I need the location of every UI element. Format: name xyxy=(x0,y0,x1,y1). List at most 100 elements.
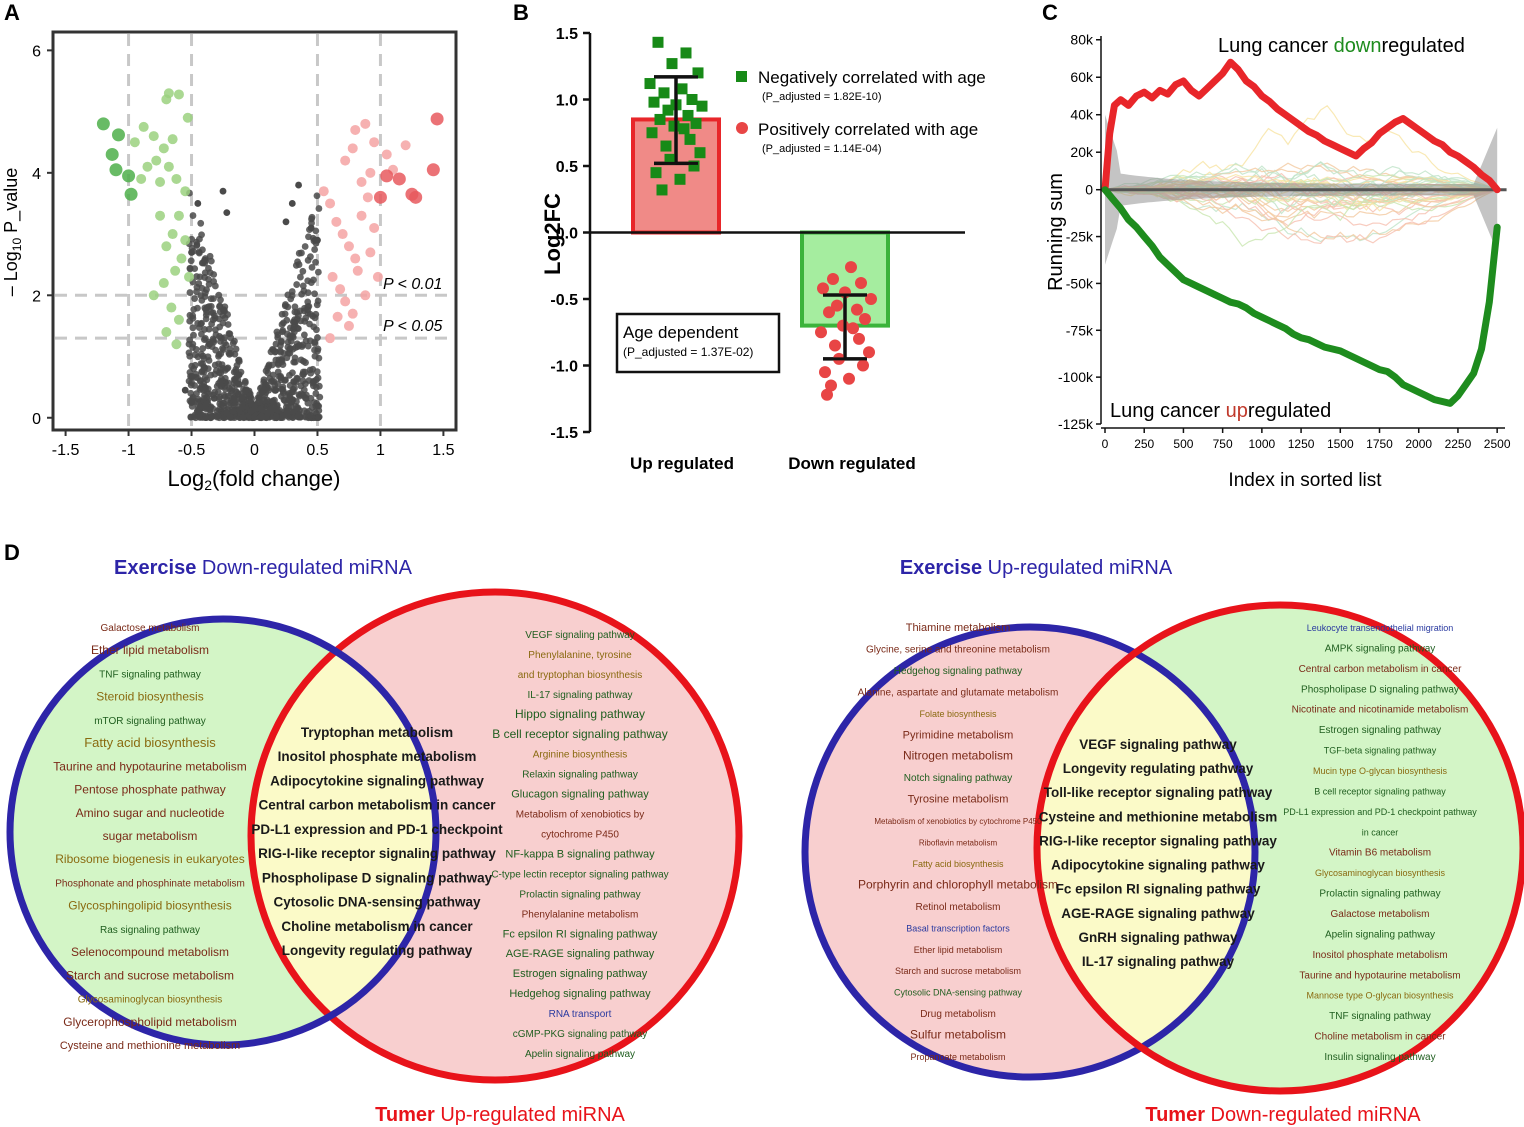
bar-y-tick-label: -1.0 xyxy=(550,359,578,376)
volcano-point-ns xyxy=(311,408,319,416)
volcano-point-ns xyxy=(187,257,195,265)
venn-pathway-item: Riboflavin metabolism xyxy=(919,839,998,848)
legend-negative-label: Negatively correlated with age xyxy=(758,68,986,87)
bar-point-positive xyxy=(837,319,849,332)
volcano-point-ns xyxy=(194,304,201,312)
volcano-point-ns xyxy=(300,357,307,365)
venn-pathway-item: cGMP-PKG signaling pathway xyxy=(513,1029,648,1040)
venn-pathway-item: Metabolism of xenobiotics by cytochrome … xyxy=(874,817,1042,826)
volcano-point-ns xyxy=(225,379,232,387)
bar-point-negative xyxy=(666,58,678,70)
volcano-point-ns xyxy=(186,264,194,272)
volcano-point-ns xyxy=(219,344,226,352)
volcano-point-ns xyxy=(227,349,235,357)
volcano-point-ns xyxy=(223,409,231,417)
volcano-point-down xyxy=(167,134,178,145)
volcano-point-up xyxy=(356,177,367,188)
venn-pathway-item: Selenocompound metabolism xyxy=(71,945,229,959)
venn-exercise-up: Exercise Up-regulated miRNA Tumer Down-r… xyxy=(801,557,1524,1126)
venn-pathway-item: Starch and sucrose metabolism xyxy=(895,966,1021,976)
volcano-point-down xyxy=(166,302,177,313)
bar-category-up: Up regulated xyxy=(630,454,734,473)
volcano-point-ns xyxy=(213,413,221,421)
venn-pathway-item: in cancer xyxy=(1362,827,1399,837)
age-dependent-frame xyxy=(615,312,781,374)
venn-shared-pathway: GnRH signaling pathway xyxy=(1078,930,1238,945)
volcano-point-ns xyxy=(202,405,210,413)
volcano-point-ns xyxy=(210,337,217,344)
venn-right-title: Exercise Up-regulated miRNA xyxy=(900,557,1173,579)
volcano-y-tick-label: 6 xyxy=(32,43,41,60)
volcano-point-up-strong xyxy=(373,190,387,204)
bar-point-negative xyxy=(692,67,704,79)
volcano-x-tick-label: -0.5 xyxy=(178,442,206,459)
bar-point-negative xyxy=(652,36,664,48)
volcano-point-ns xyxy=(314,236,321,244)
volcano-point-ns xyxy=(289,369,296,377)
running-sum-line-upregulated xyxy=(1101,186,1501,407)
volcano-x-tick-label: -1 xyxy=(121,442,135,459)
volcano-threshold-005: P < 0.05 xyxy=(383,318,443,335)
volcano-point-ns xyxy=(210,295,217,303)
legend-marker-positive xyxy=(736,122,748,134)
volcano-x-tick-label: -1.5 xyxy=(52,442,80,459)
volcano-point-ns xyxy=(221,334,229,342)
volcano-point-ns xyxy=(235,380,243,388)
running-sum-x-tick-label: 1750 xyxy=(1366,437,1393,451)
venn-pathway-item: Hedgehog signaling pathway xyxy=(509,988,651,1000)
venn-right-exercise-only-list: Thiamine metabolism Glycine, serine and t… xyxy=(858,622,1059,1062)
volcano-point-ns xyxy=(279,327,287,334)
venn-pathway-item: Fatty acid biosynthesis xyxy=(84,735,216,750)
volcano-point-ns xyxy=(210,394,218,402)
running-sum-x-tick-label: 1250 xyxy=(1288,437,1315,451)
running-sum-x-tick-label: 1500 xyxy=(1327,437,1354,451)
running-sum-y-tick-label: -50k xyxy=(1066,275,1094,291)
volcano-point-down xyxy=(161,327,172,338)
panel-label-c: C xyxy=(1042,0,1058,25)
volcano-point-ns xyxy=(281,302,289,310)
volcano-point-ns xyxy=(291,303,299,311)
volcano-y-tick-label: 2 xyxy=(32,288,41,305)
volcano-point-down xyxy=(171,339,182,350)
venn-pathway-item: Sulfur metabolism xyxy=(910,1028,1006,1042)
volcano-point-ns xyxy=(195,280,203,287)
venn-pathway-item: Pentose phosphate pathway xyxy=(74,783,225,797)
volcano-y-tick-label: 4 xyxy=(32,166,41,183)
volcano-point-down xyxy=(184,271,195,282)
volcano-point-ns xyxy=(311,339,319,347)
volcano-point-ns xyxy=(314,268,322,276)
volcano-point-down xyxy=(136,173,147,184)
venn-pathway-item: Cysteine and methionine metabolism xyxy=(60,1040,240,1052)
volcano-point-ns xyxy=(300,287,308,295)
age-dependent-sub: (P_adjusted = 1.37E-02) xyxy=(623,345,753,359)
venn-pathway-item: cytochrome P450 xyxy=(541,830,619,841)
volcano-point-ns xyxy=(223,209,231,217)
volcano-point-ns xyxy=(238,390,246,398)
volcano-point-ns xyxy=(311,290,318,298)
volcano-point-ns xyxy=(201,304,209,312)
volcano-point-ns xyxy=(255,398,263,406)
volcano-point-ns xyxy=(267,348,275,356)
venn-pathway-item: AMPK signaling pathway xyxy=(1325,643,1436,654)
volcano-point-ns xyxy=(313,301,321,309)
venn-shared-pathway: Toll-like receptor signaling pathway xyxy=(1044,785,1273,800)
venn-shared-pathway: Adipocytokine signaling pathway xyxy=(270,773,484,788)
running-sum-x-tick-label: 2500 xyxy=(1484,437,1511,451)
bar-y-tick-label: 1.5 xyxy=(556,26,578,43)
volcano-point-ns xyxy=(258,413,265,420)
volcano-point-up xyxy=(332,311,343,322)
volcano-point-ns xyxy=(264,409,272,417)
volcano-point-ns xyxy=(300,331,308,339)
volcano-point-ns xyxy=(269,397,277,405)
volcano-point-down xyxy=(176,253,187,264)
volcano-point-ns xyxy=(315,205,323,212)
venn-pathway-item: Galactose metabolism xyxy=(1331,909,1430,920)
bar-point-positive xyxy=(823,306,835,319)
volcano-point-ns xyxy=(219,187,227,195)
bar-point-negative xyxy=(680,47,692,59)
volcano-point-ns xyxy=(260,386,268,394)
venn-pathway-item: Ribosome biogenesis in eukaryotes xyxy=(55,852,244,866)
volcano-point-ns xyxy=(216,393,224,401)
venn-pathway-item: TNF signaling pathway xyxy=(99,669,201,680)
